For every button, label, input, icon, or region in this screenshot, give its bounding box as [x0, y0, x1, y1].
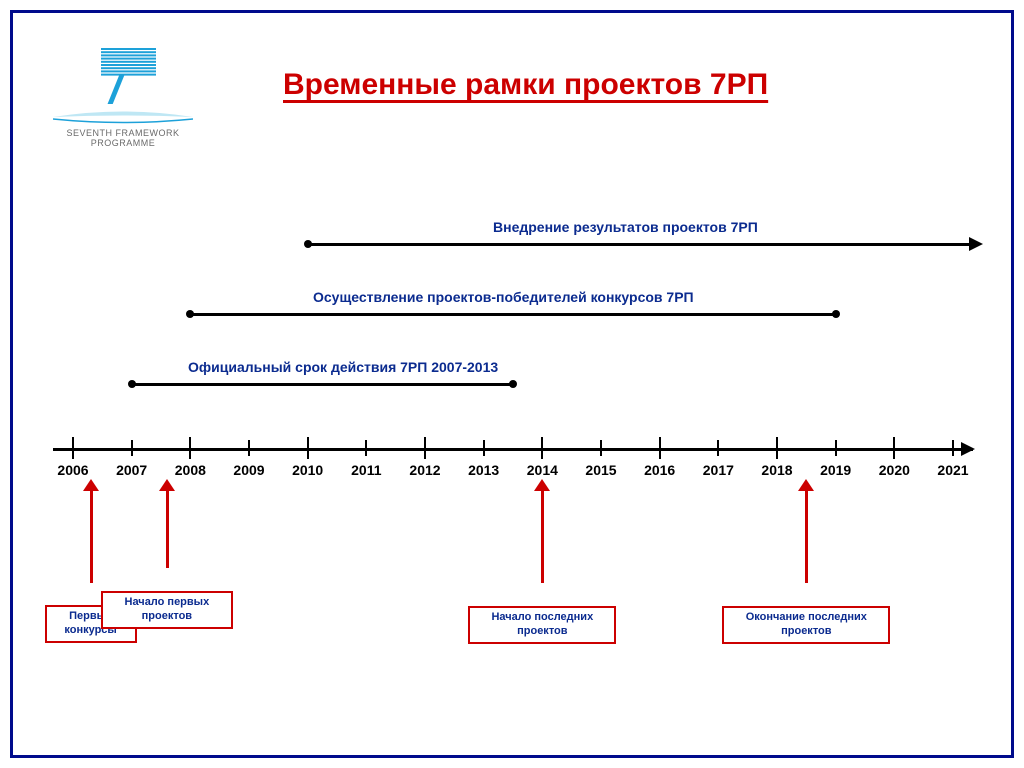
axis-tick — [717, 440, 719, 456]
bar-start-dot — [186, 310, 194, 318]
axis-tick — [835, 440, 837, 456]
year-label: 2006 — [57, 462, 88, 478]
bar-arrowhead-icon — [969, 237, 983, 251]
year-label: 2019 — [820, 462, 851, 478]
axis-tick — [541, 437, 543, 459]
timeline-bar — [132, 383, 513, 386]
year-label: 2015 — [585, 462, 616, 478]
year-label: 2016 — [644, 462, 675, 478]
axis-tick — [483, 440, 485, 456]
year-label: 2013 — [468, 462, 499, 478]
axis-tick — [424, 437, 426, 459]
callout-box: Начало последних проектов — [468, 606, 616, 644]
callout-arrow-icon — [90, 488, 93, 583]
fp7-logo: SEVENTH FRAMEWORK PROGRAMME — [53, 48, 193, 149]
year-label: 2020 — [879, 462, 910, 478]
timeline-area: Внедрение результатов проектов 7РП Осущес… — [53, 213, 973, 673]
axis-tick — [600, 440, 602, 456]
bar-end-dot — [509, 380, 517, 388]
year-label: 2021 — [937, 462, 968, 478]
bar-start-dot — [128, 380, 136, 388]
slide-frame: SEVENTH FRAMEWORK PROGRAMME Временные ра… — [10, 10, 1014, 758]
year-label: 2014 — [527, 462, 558, 478]
axis-tick — [893, 437, 895, 459]
year-label: 2011 — [351, 462, 381, 478]
bar-label: Осуществление проектов-победителей конку… — [313, 289, 694, 305]
year-label: 2012 — [409, 462, 440, 478]
axis-tick — [365, 440, 367, 456]
year-label: 2009 — [233, 462, 264, 478]
timeline-bar — [308, 243, 971, 246]
axis-arrowhead-icon — [961, 442, 975, 456]
axis-tick — [307, 437, 309, 459]
axis-tick — [952, 440, 954, 456]
axis-tick — [131, 440, 133, 456]
axis-tick — [189, 437, 191, 459]
year-label: 2017 — [703, 462, 734, 478]
year-label: 2008 — [175, 462, 206, 478]
callout-box: Начало первых проектов — [101, 591, 233, 629]
logo-text-2: PROGRAMME — [53, 139, 193, 149]
logo-flare — [53, 110, 193, 129]
axis-tick — [659, 437, 661, 459]
year-label: 2018 — [761, 462, 792, 478]
timeline-bar — [190, 313, 835, 316]
callout-arrow-icon — [166, 488, 169, 568]
bar-end-dot — [832, 310, 840, 318]
callout-box: Окончание последних проектов — [722, 606, 890, 644]
callout-arrow-icon — [805, 488, 808, 583]
year-label: 2010 — [292, 462, 323, 478]
slide-title: Временные рамки проектов 7РП — [283, 68, 768, 102]
axis-tick — [72, 437, 74, 459]
axis-tick — [776, 437, 778, 459]
axis-tick — [248, 440, 250, 456]
callout-arrow-icon — [541, 488, 544, 583]
bar-label: Внедрение результатов проектов 7РП — [493, 219, 758, 235]
bar-start-dot — [304, 240, 312, 248]
year-label: 2007 — [116, 462, 147, 478]
fp7-logo-mark — [81, 48, 166, 106]
bar-label: Официальный срок действия 7РП 2007-2013 — [188, 359, 498, 375]
